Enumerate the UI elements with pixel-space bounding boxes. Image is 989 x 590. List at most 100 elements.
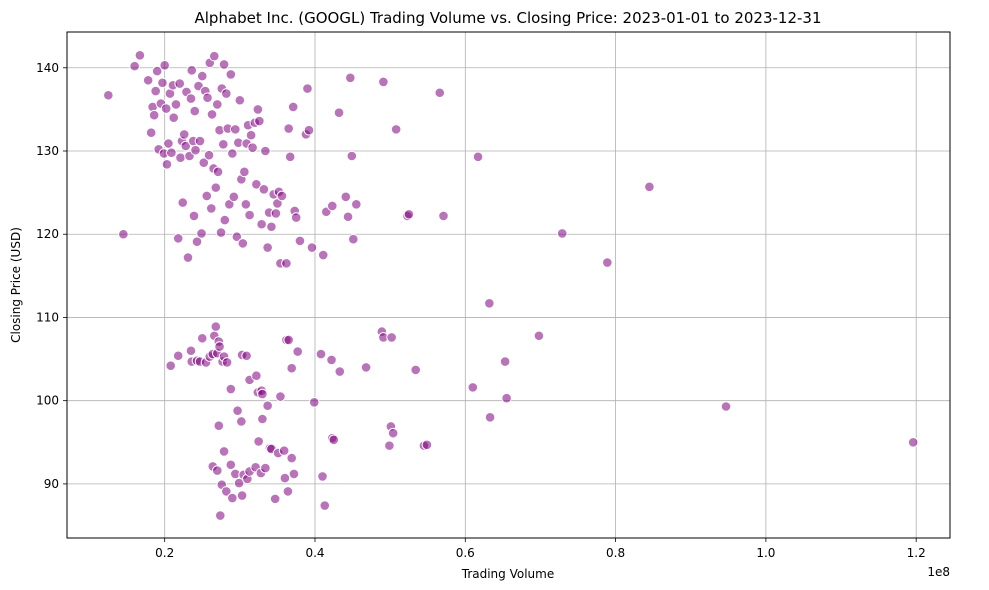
data-point bbox=[134, 50, 146, 61]
data-point bbox=[118, 228, 129, 240]
data-points bbox=[103, 50, 919, 521]
data-point bbox=[215, 227, 227, 238]
x-tick-label: 1.0 bbox=[756, 546, 775, 560]
data-point bbox=[236, 416, 247, 427]
data-point bbox=[103, 89, 114, 101]
data-point bbox=[266, 221, 277, 233]
data-point bbox=[256, 218, 267, 230]
data-point bbox=[177, 197, 189, 208]
data-point bbox=[283, 334, 294, 346]
data-point bbox=[286, 362, 297, 374]
data-point bbox=[225, 459, 237, 471]
data-point bbox=[163, 138, 174, 149]
data-point bbox=[384, 440, 395, 451]
data-point bbox=[340, 191, 352, 203]
data-point bbox=[188, 210, 200, 222]
y-tick-label: 90 bbox=[44, 477, 59, 491]
data-point bbox=[178, 129, 190, 140]
data-point bbox=[211, 465, 223, 476]
data-point bbox=[276, 190, 288, 202]
data-point bbox=[306, 242, 318, 253]
data-point bbox=[258, 183, 270, 195]
x-axis: 0.2 0.4 0.6 0.8 1.0 1.2 bbox=[155, 538, 926, 560]
data-point bbox=[275, 391, 286, 402]
data-point bbox=[240, 198, 252, 210]
data-point bbox=[218, 59, 230, 70]
data-point bbox=[211, 99, 223, 110]
data-point bbox=[260, 462, 271, 474]
data-point bbox=[172, 233, 184, 244]
data-point bbox=[239, 166, 250, 178]
x-axis-title: Trading Volume bbox=[461, 567, 554, 581]
data-point bbox=[228, 191, 240, 203]
data-point bbox=[317, 249, 329, 261]
data-point bbox=[170, 99, 182, 110]
data-point bbox=[907, 436, 919, 448]
data-point bbox=[247, 142, 258, 153]
data-point bbox=[472, 151, 484, 163]
data-point bbox=[244, 209, 255, 221]
data-point bbox=[198, 157, 210, 168]
data-point bbox=[390, 124, 402, 135]
data-point bbox=[227, 148, 238, 159]
data-point bbox=[333, 107, 345, 119]
data-point bbox=[290, 212, 302, 223]
x-tick-label: 0.6 bbox=[456, 546, 475, 560]
data-point bbox=[410, 364, 421, 376]
x-tick-label: 1.2 bbox=[907, 546, 926, 560]
data-point bbox=[166, 147, 177, 158]
chart-title: Alphabet Inc. (GOOGL) Trading Volume vs.… bbox=[195, 9, 822, 27]
data-point bbox=[212, 166, 224, 178]
data-point bbox=[190, 144, 201, 156]
y-tick-label: 120 bbox=[36, 227, 59, 241]
data-point bbox=[194, 135, 206, 147]
y-tick-label: 100 bbox=[36, 394, 59, 408]
grid bbox=[67, 32, 950, 538]
data-point bbox=[241, 350, 252, 362]
data-point bbox=[129, 60, 140, 72]
data-point bbox=[208, 50, 220, 62]
x-tick-label: 0.4 bbox=[305, 546, 324, 560]
data-point bbox=[501, 392, 512, 404]
data-point bbox=[142, 74, 154, 86]
data-point bbox=[151, 65, 163, 77]
data-point bbox=[334, 366, 346, 377]
data-point bbox=[283, 123, 294, 134]
data-point bbox=[403, 208, 415, 220]
data-point bbox=[287, 101, 299, 113]
data-point bbox=[234, 94, 246, 106]
data-point bbox=[286, 452, 297, 464]
data-point bbox=[467, 382, 479, 393]
data-point bbox=[232, 405, 243, 416]
data-point bbox=[257, 388, 268, 400]
data-point bbox=[345, 72, 356, 84]
data-point bbox=[260, 145, 271, 157]
data-point bbox=[303, 124, 315, 136]
data-point bbox=[499, 356, 511, 367]
data-point bbox=[315, 348, 327, 360]
y-tick-label: 130 bbox=[36, 144, 59, 158]
data-point bbox=[210, 182, 222, 193]
data-point bbox=[174, 78, 186, 89]
data-point bbox=[203, 149, 215, 161]
data-point bbox=[221, 357, 233, 368]
data-point bbox=[319, 500, 331, 511]
data-point bbox=[160, 103, 172, 114]
data-point bbox=[175, 152, 186, 163]
data-point bbox=[251, 370, 262, 382]
data-point bbox=[252, 104, 264, 115]
data-point bbox=[602, 257, 613, 268]
data-point bbox=[257, 413, 268, 425]
data-point bbox=[308, 397, 320, 408]
data-point bbox=[245, 129, 257, 141]
data-point bbox=[213, 420, 225, 431]
data-point bbox=[326, 354, 337, 366]
data-point bbox=[438, 210, 449, 222]
data-point bbox=[185, 345, 197, 357]
data-point bbox=[165, 360, 177, 372]
data-point bbox=[269, 493, 281, 505]
data-point bbox=[231, 231, 243, 243]
data-point bbox=[281, 258, 292, 269]
data-point bbox=[201, 190, 213, 202]
